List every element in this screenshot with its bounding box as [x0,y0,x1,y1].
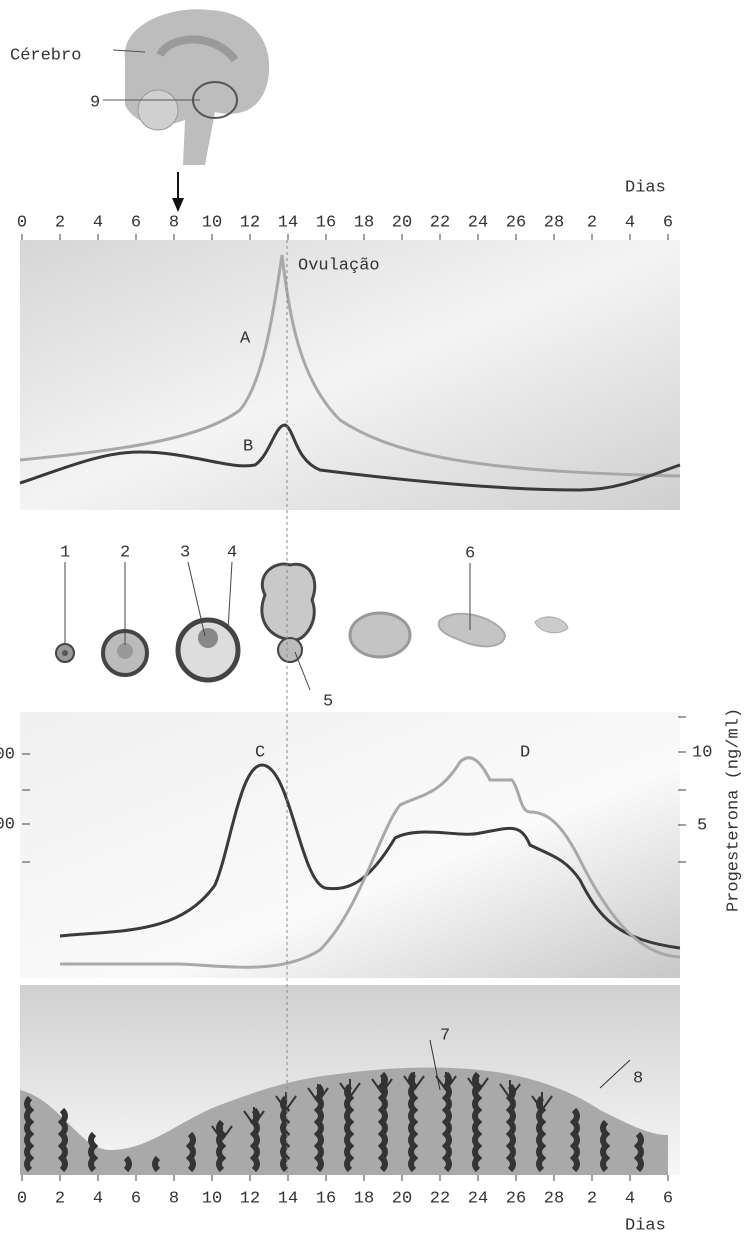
day-label: 26 [506,213,526,232]
day-label: 2 [587,1189,597,1208]
day-label: 4 [93,1189,103,1208]
stage-label: 5 [323,692,333,711]
day-label: 22 [430,213,450,232]
day-label: 10 [202,1189,222,1208]
axis-title: Progesterona (ng/ml) [724,708,743,912]
stage-label: 3 [180,543,190,562]
curve-label: B [243,437,253,456]
gland [155,1158,158,1170]
hormone-panel [20,240,680,510]
diagram: Cérebro 9 Dias Ovulação A B 1 2 3 4 5 6 … [0,0,751,1239]
right-tick-label: 10 [692,743,712,762]
stage-label: 2 [120,543,130,562]
gland [510,1086,513,1170]
day-label: 6 [663,1189,673,1208]
day-label: 28 [544,213,564,232]
day-label: 6 [131,1189,141,1208]
stage-label: 4 [227,543,237,562]
day-label: 18 [354,1189,374,1208]
day-label: 16 [316,1189,336,1208]
tissue-label: 7 [440,1026,450,1045]
day-label: 0 [17,1189,27,1208]
day-label: 22 [430,1189,450,1208]
day-label: 24 [468,213,488,232]
day-label: 12 [240,213,260,232]
axis-unit: Dias [625,1216,666,1235]
day-label: 18 [354,213,374,232]
day-label: 6 [663,213,673,232]
day-label: 12 [240,1189,260,1208]
day-label: 2 [55,213,65,232]
day-label: 14 [278,213,298,232]
stage-label: 6 [465,544,475,563]
blood-panel [20,712,680,978]
gland [603,1122,606,1170]
day-label: 20 [392,213,412,232]
day-label: 24 [468,1189,488,1208]
axis-unit: Dias [625,178,666,197]
day-label: 28 [544,1189,564,1208]
brain [103,9,269,212]
left-tick-label: 00 [0,745,15,764]
curve-label: C [255,743,265,762]
day-label: 8 [169,1189,179,1208]
day-label: 8 [169,213,179,232]
gland [574,1110,577,1170]
brain-label: Cérebro [10,46,81,65]
gland [91,1134,94,1170]
gland [638,1134,641,1170]
curve-label: A [240,329,251,348]
gland [62,1110,65,1170]
day-label: 4 [625,1189,635,1208]
day-label: 4 [625,213,635,232]
tissue-label: 8 [633,1069,643,1088]
day-label: 16 [316,213,336,232]
gland [190,1134,193,1170]
day-label: 6 [131,213,141,232]
day-label: 26 [506,1189,526,1208]
stage-label: 1 [60,543,70,562]
day-label: 2 [587,213,597,232]
ovulation-label: Ovulação [298,256,380,275]
day-label: 4 [93,213,103,232]
curve-label: D [520,743,530,762]
gland [27,1098,30,1170]
right-tick-label: 5 [697,816,707,835]
day-label: 14 [278,1189,298,1208]
day-label: 20 [392,1189,412,1208]
gland [126,1158,129,1170]
pointer-label: 9 [90,93,100,112]
day-label: 10 [202,213,222,232]
day-label: 2 [55,1189,65,1208]
left-tick-label: 00 [0,815,15,834]
gland [347,1086,350,1170]
day-label: 0 [17,213,27,232]
ovary [56,562,568,690]
